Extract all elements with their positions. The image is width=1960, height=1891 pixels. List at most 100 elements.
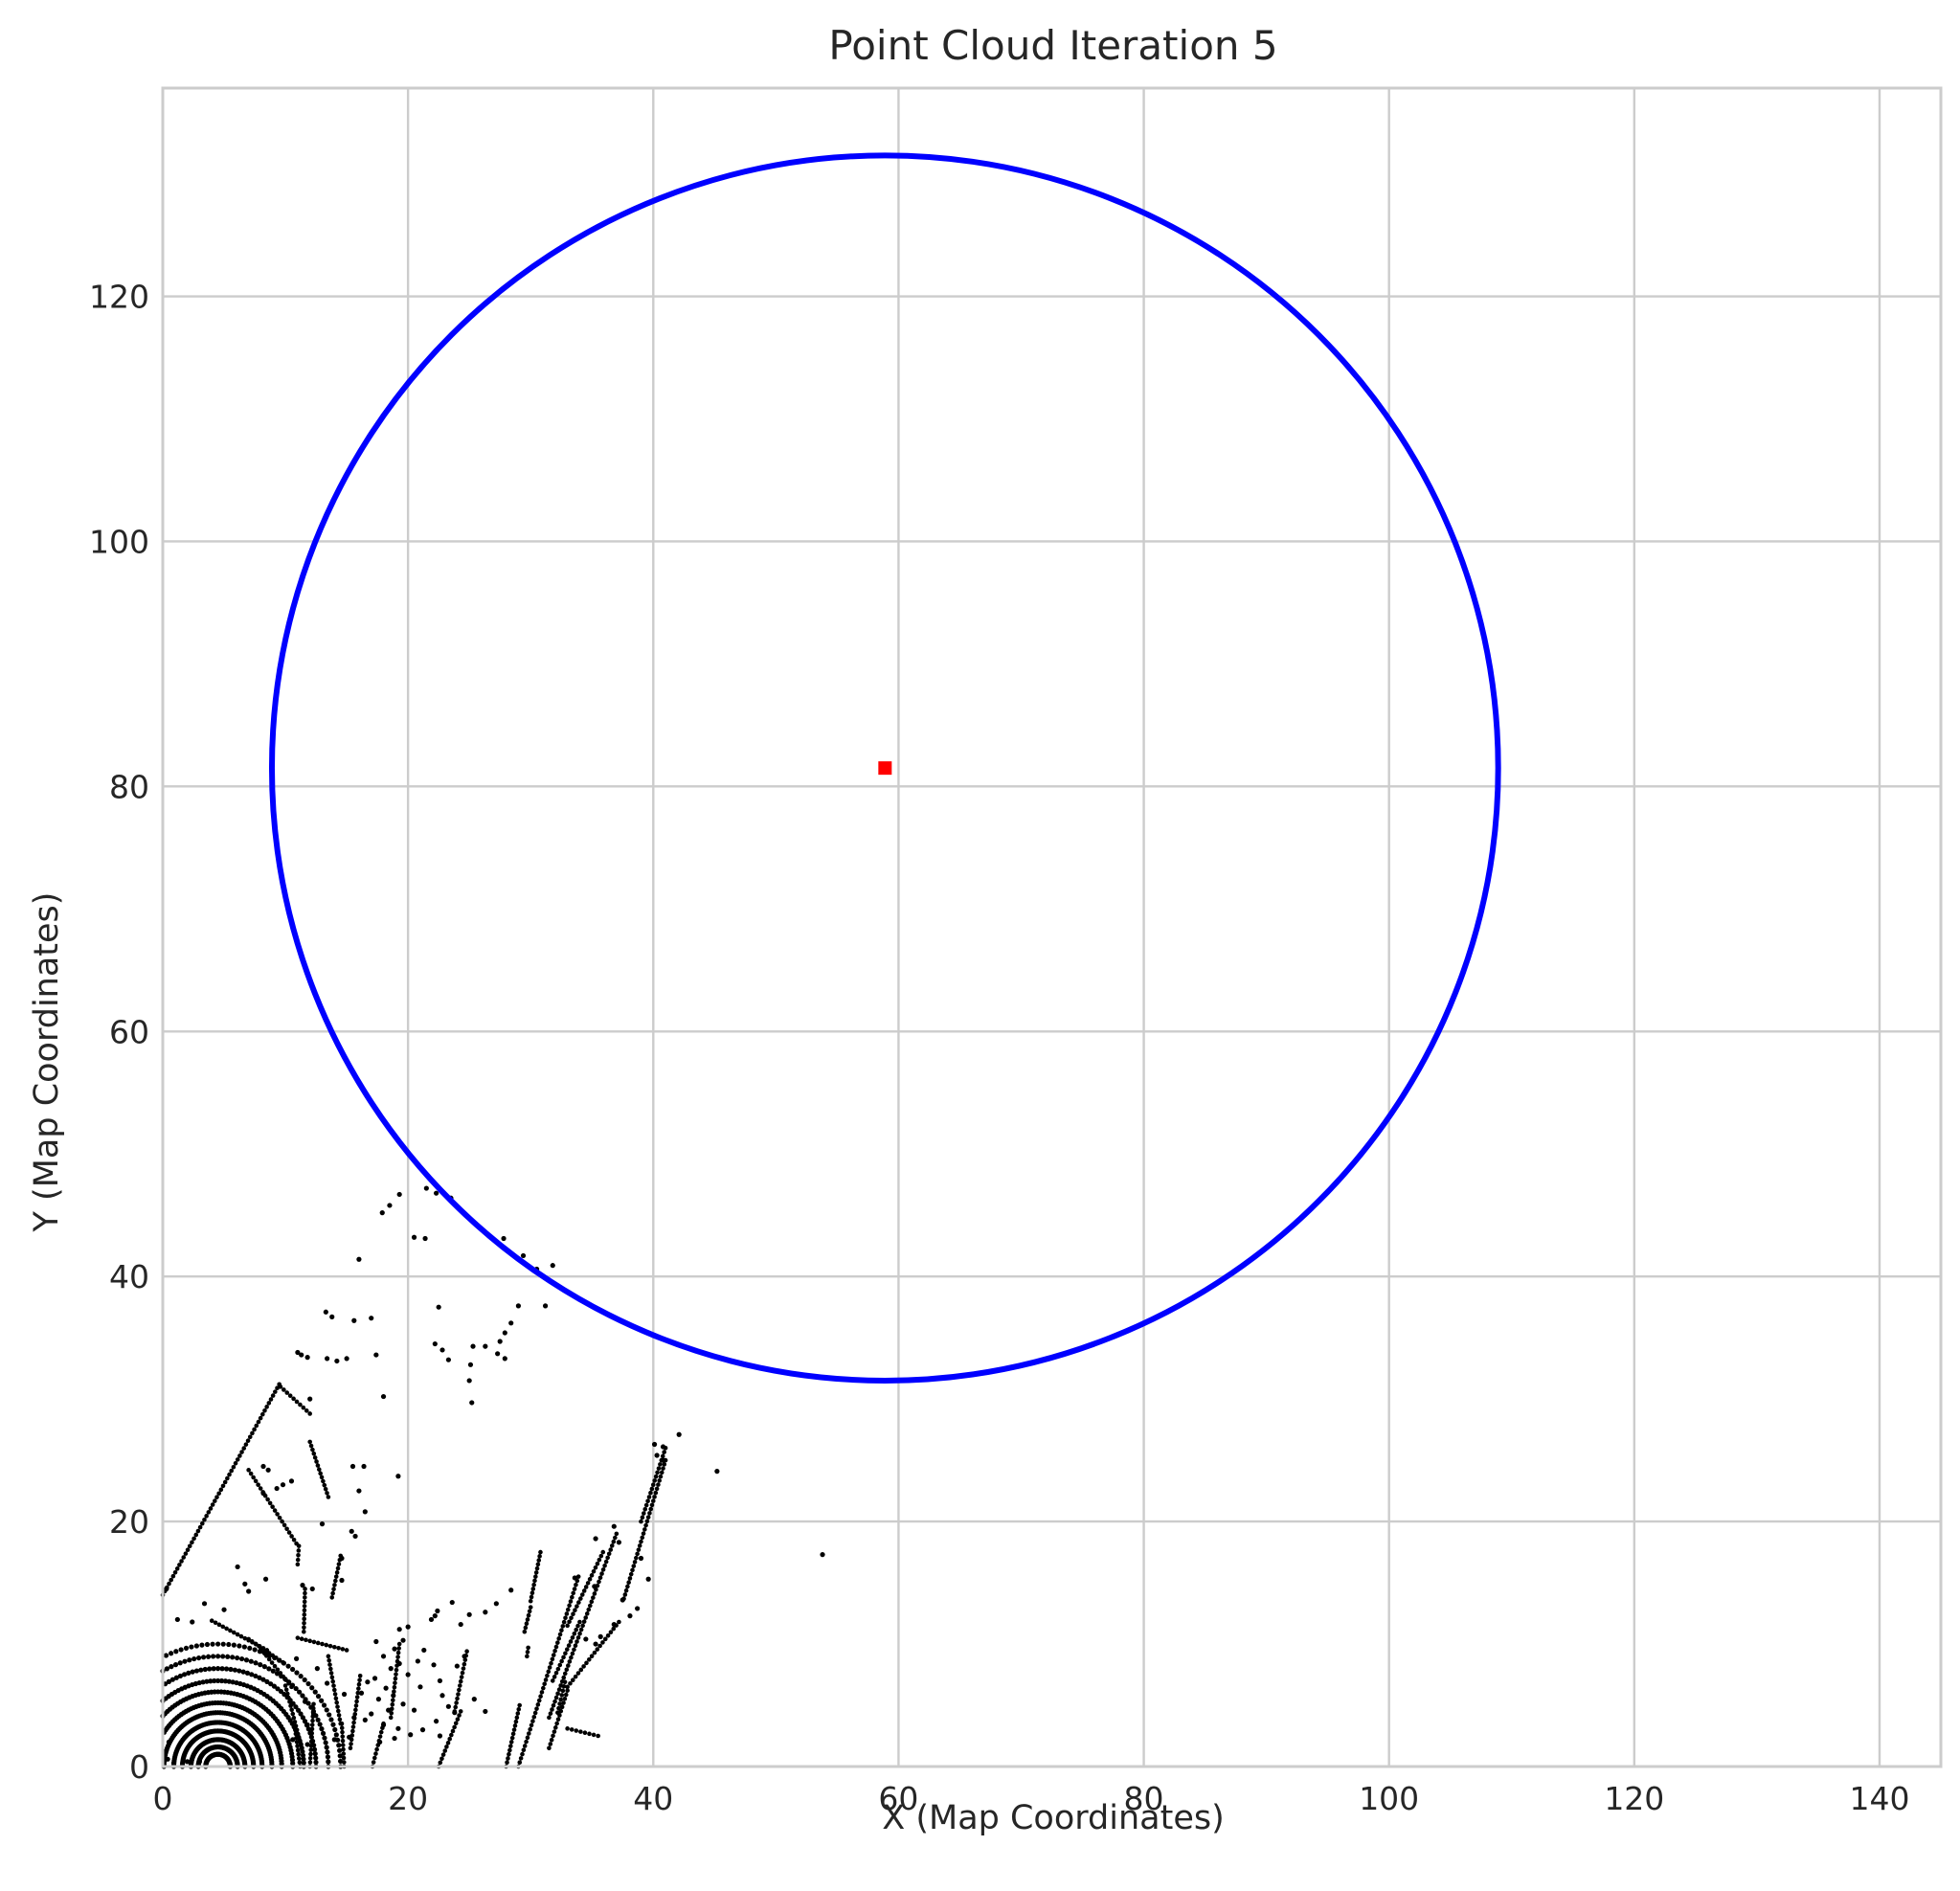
point [549, 1660, 553, 1666]
x-tick-label: 120 [1604, 1780, 1664, 1817]
point [317, 1722, 323, 1727]
point [524, 1621, 529, 1627]
point [660, 1457, 666, 1463]
point [450, 1728, 456, 1734]
point [356, 1256, 362, 1262]
point [378, 1729, 384, 1735]
point [354, 1695, 360, 1700]
point [298, 1711, 304, 1717]
point [226, 1678, 232, 1684]
point [411, 1707, 417, 1713]
point [552, 1675, 557, 1679]
point [191, 1655, 197, 1662]
point [587, 1577, 593, 1582]
point [573, 1608, 577, 1612]
point [643, 1502, 649, 1508]
point [554, 1721, 559, 1726]
point [529, 1722, 534, 1728]
point [508, 1740, 514, 1745]
point [181, 1672, 188, 1677]
point [333, 1574, 339, 1579]
point [530, 1587, 536, 1591]
point [593, 1565, 598, 1570]
point [563, 1651, 568, 1656]
point [550, 1678, 555, 1683]
point [611, 1539, 617, 1544]
point [309, 1722, 315, 1727]
point [302, 1699, 308, 1704]
point [297, 1760, 303, 1766]
point [602, 1563, 607, 1568]
point [648, 1490, 653, 1496]
y-axis-label: Y (Map Coordinates) [28, 892, 66, 1233]
point [293, 1655, 300, 1661]
point [166, 1739, 172, 1745]
point [572, 1647, 576, 1653]
point [365, 1679, 371, 1685]
point [262, 1407, 267, 1413]
point [308, 1751, 313, 1757]
point [336, 1743, 342, 1748]
point [198, 1667, 204, 1673]
point [356, 1686, 361, 1691]
x-tick-label: 60 [878, 1780, 918, 1817]
point [191, 1536, 196, 1542]
point [208, 1506, 214, 1511]
point [564, 1647, 570, 1652]
point [392, 1684, 397, 1690]
point [302, 1604, 307, 1609]
point [620, 1597, 625, 1603]
point [529, 1594, 534, 1600]
point [223, 1666, 230, 1672]
y-tick-label: 100 [89, 523, 149, 560]
point [423, 1185, 429, 1191]
point [645, 1498, 650, 1504]
point [353, 1703, 359, 1708]
point [237, 1668, 242, 1674]
point [444, 1745, 449, 1749]
point [265, 1497, 270, 1502]
point [396, 1646, 401, 1651]
point [329, 1595, 335, 1600]
point [520, 1751, 525, 1757]
point [207, 1666, 213, 1672]
point [392, 1689, 396, 1695]
point [445, 1357, 452, 1362]
point [553, 1695, 559, 1700]
point [571, 1611, 575, 1617]
point [506, 1756, 510, 1761]
point [314, 1459, 319, 1464]
point [371, 1760, 376, 1765]
point [214, 1495, 219, 1499]
point [213, 1620, 218, 1626]
point [183, 1551, 189, 1556]
point [315, 1717, 321, 1722]
point [164, 1666, 170, 1672]
point [459, 1675, 464, 1679]
point [300, 1693, 305, 1699]
point [351, 1715, 357, 1721]
point [559, 1678, 565, 1684]
point [177, 1563, 182, 1567]
point [596, 1733, 600, 1739]
point [349, 1528, 354, 1534]
point [650, 1498, 656, 1503]
point [649, 1502, 655, 1508]
point [597, 1643, 602, 1649]
point [311, 1451, 317, 1456]
point [308, 1739, 314, 1745]
point [566, 1643, 572, 1648]
point [334, 1700, 339, 1705]
point [289, 1707, 294, 1713]
point [208, 1678, 214, 1684]
point [260, 1677, 266, 1682]
point [522, 1744, 528, 1748]
point [187, 1543, 192, 1549]
point [574, 1728, 579, 1733]
point [245, 1438, 251, 1444]
point [568, 1639, 574, 1644]
point [551, 1703, 556, 1708]
point [530, 1719, 535, 1723]
point [228, 1628, 233, 1633]
point [645, 1515, 651, 1520]
